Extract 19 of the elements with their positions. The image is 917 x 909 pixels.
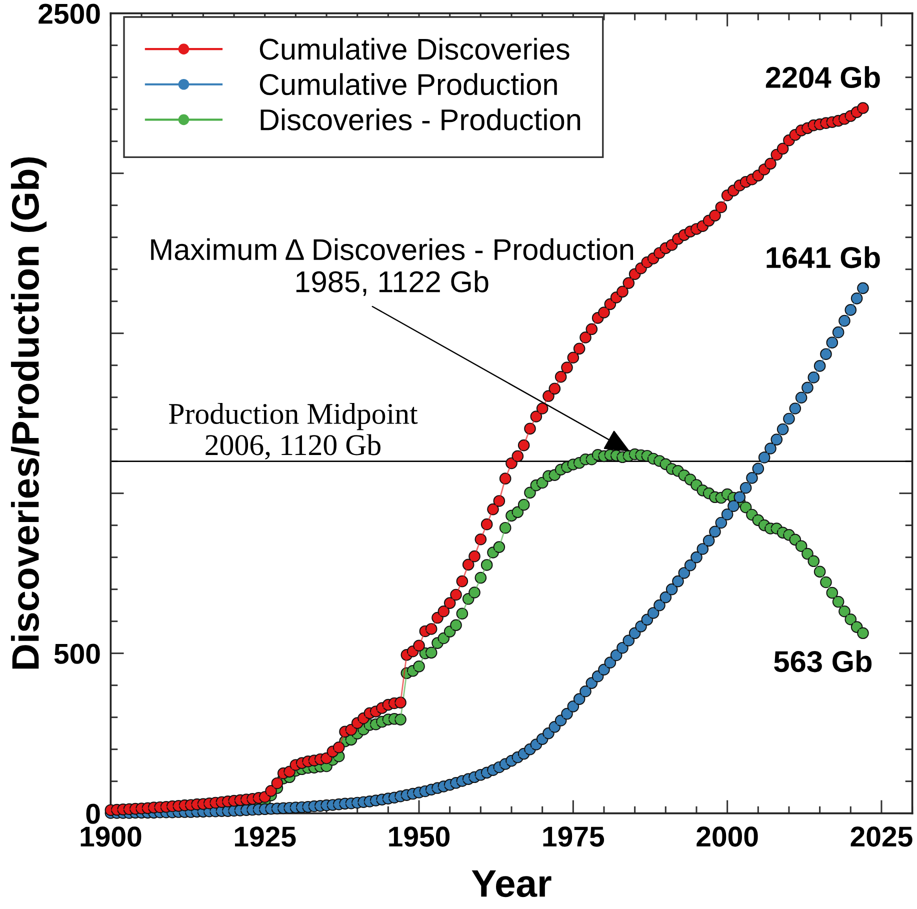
data-label: 563 Gb [774, 650, 872, 672]
x-tick-label: 1925 [234, 826, 296, 847]
y-axis-title: Discoveries/Production (Gb) [10, 157, 47, 669]
y-tick-label: 500 [54, 644, 100, 664]
y-tick-label: 2500 [38, 4, 100, 24]
x-tick-label: 1950 [389, 826, 450, 847]
data-label: 2204 Gb [766, 66, 880, 88]
x-tick-label: 1900 [80, 826, 142, 847]
ref-line-label: Production Midpoint 2006, 1120 Gb [169, 402, 418, 460]
x-axis-title: Year [472, 870, 552, 898]
data-label: 1641 Gb [766, 246, 880, 268]
legend-label: Cumulative Production [260, 73, 557, 96]
x-tick-label: 2025 [850, 826, 912, 847]
annotation: Maximum Δ Discoveries - Production 1985, 1122 Gb [151, 238, 634, 296]
x-tick-label: 2000 [696, 826, 758, 847]
y-tick-label: 0 [86, 804, 100, 824]
legend-label: Discoveries - Production [260, 108, 580, 130]
legend-label: Cumulative Discoveries [260, 38, 570, 60]
x-tick-label: 1975 [543, 826, 604, 847]
